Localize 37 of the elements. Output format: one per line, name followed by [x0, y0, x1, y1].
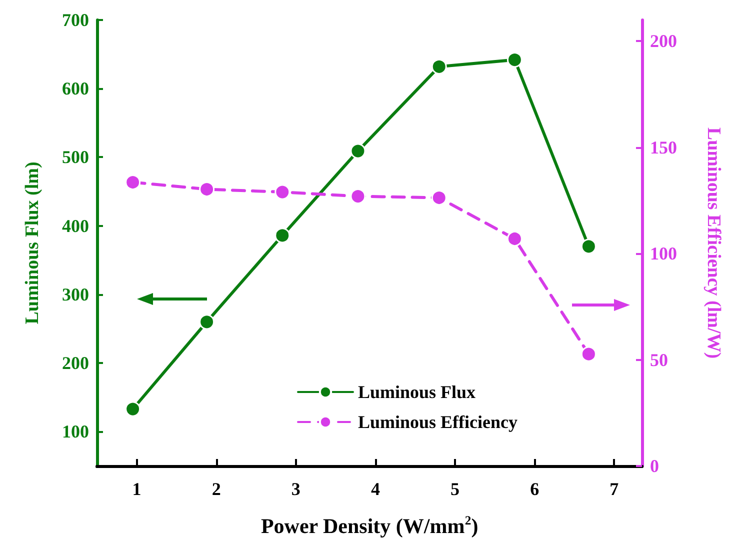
y-axis-title: Luminous Flux (lm) [22, 162, 43, 324]
x-tick-label: 7 [610, 479, 619, 499]
point [431, 190, 447, 206]
point [580, 238, 596, 254]
y-tick-label: 100 [62, 422, 89, 442]
legend-label: Luminous Efficiency [358, 412, 518, 432]
point [125, 174, 141, 190]
point [506, 52, 522, 68]
x-tick-label: 3 [291, 479, 300, 499]
y2-tick-label: 50 [650, 350, 668, 370]
y2-tick-label: 150 [650, 137, 677, 158]
y2-axis-title: Luminous Efficiency (lm/W) [703, 127, 724, 359]
point [350, 188, 366, 204]
y2-tick-label: 0 [650, 456, 659, 476]
x-tick-label: 6 [530, 479, 540, 499]
point [199, 182, 215, 198]
x-tick-label: 5 [450, 479, 460, 499]
y-tick-label: 700 [62, 10, 89, 30]
legend-label: Luminous Flux [358, 382, 476, 402]
y2-tick-label: 100 [650, 244, 677, 264]
y-tick-label: 200 [62, 353, 89, 374]
point [199, 314, 215, 330]
point [274, 184, 290, 200]
x-tick-label: 4 [370, 479, 380, 499]
y-tick-label: 300 [62, 284, 89, 304]
point [506, 231, 522, 246]
y-tick-label: 600 [62, 78, 89, 99]
x-tick-label: 2 [212, 479, 221, 499]
point [125, 401, 141, 417]
y-tick-label: 500 [62, 147, 89, 168]
point [350, 143, 366, 159]
point [431, 58, 447, 74]
point [580, 346, 596, 362]
x-tick-label: 1 [132, 479, 142, 499]
y2-tick-label: 200 [650, 31, 677, 52]
point [274, 228, 290, 244]
y-tick-label: 400 [62, 216, 89, 236]
